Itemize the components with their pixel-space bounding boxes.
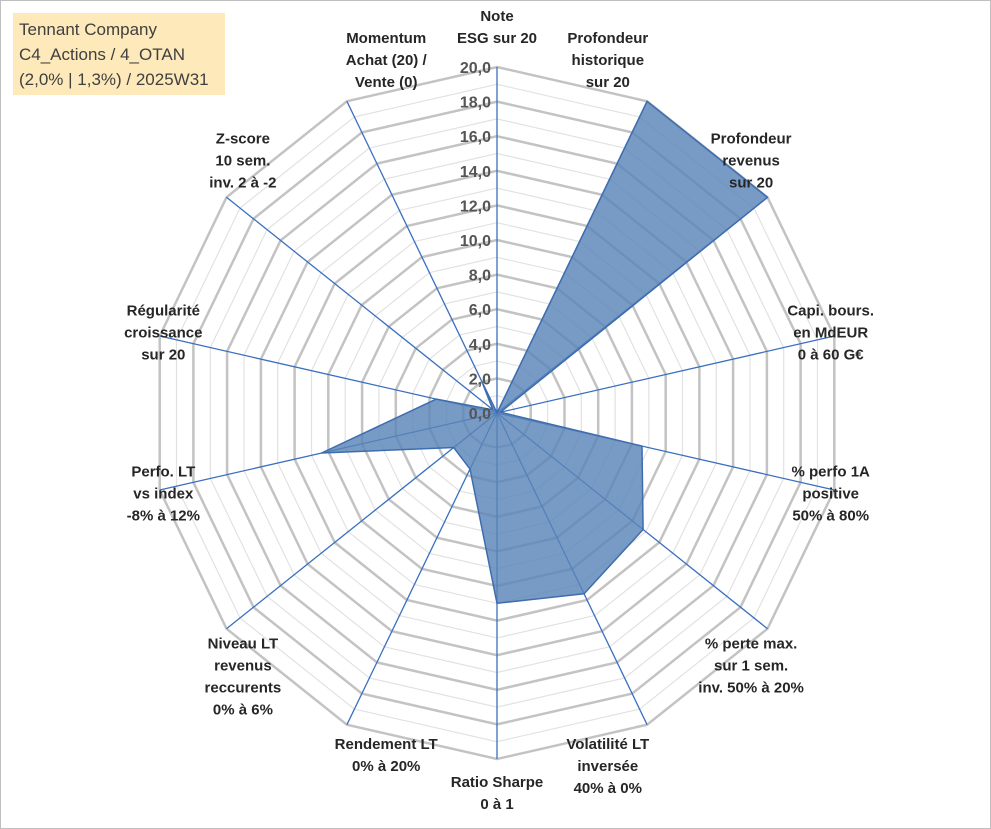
axis-label: Perfo. LT vs index -8% à 12% bbox=[127, 464, 200, 525]
tick-label: 18,0 bbox=[460, 95, 491, 112]
axis-label-line: Ratio Sharpe bbox=[451, 774, 544, 791]
axis-label: Ratio Sharpe 0 à 1 bbox=[451, 774, 544, 813]
axis-label-line: inversée bbox=[577, 758, 638, 775]
axis-label-line: 0 à 60 G€ bbox=[798, 346, 865, 363]
axis-label-line: ESG sur 20 bbox=[457, 30, 537, 47]
axis-label-line: Vente (0) bbox=[355, 74, 418, 91]
axis-label-line: vs index bbox=[133, 486, 194, 503]
axis-label-line: inv. 2 à -2 bbox=[209, 174, 276, 191]
axis-label-line: -8% à 12% bbox=[127, 508, 200, 525]
chart-title-box: Tennant Company C4_Actions / 4_OTAN (2,0… bbox=[13, 13, 225, 95]
axis-label: Régularité croissance sur 20 bbox=[124, 302, 202, 363]
tick-label: 12,0 bbox=[460, 198, 491, 215]
axis-spoke bbox=[226, 412, 498, 630]
axis-label: Rendement LT 0% à 20% bbox=[335, 736, 438, 775]
axis-label: Volatilité LT inversée 40% à 0% bbox=[566, 736, 649, 797]
axis-label-line: inv. 50% à 20% bbox=[698, 680, 804, 697]
tick-label: 16,0 bbox=[460, 129, 491, 146]
axis-label-line: 0% à 6% bbox=[213, 702, 273, 719]
axis-label-line: Volatilité LT bbox=[566, 736, 649, 753]
axis-label-line: reccurents bbox=[205, 680, 282, 697]
axis-label-line: sur 1 sem. bbox=[714, 658, 788, 675]
axis-label-line: Achat (20) / bbox=[346, 52, 428, 69]
radar-series bbox=[320, 100, 769, 605]
axis-label: Niveau LT revenus reccurents 0% à 6% bbox=[205, 636, 282, 719]
axis-label-line: % perfo 1A bbox=[792, 464, 871, 481]
axis-label-line: sur 20 bbox=[141, 346, 185, 363]
tick-label: 0,0 bbox=[469, 406, 491, 423]
title-line-3: (2,0% | 1,3%) / 2025W31 bbox=[19, 70, 209, 89]
axis-label: % perte max. sur 1 sem. inv. 50% à 20% bbox=[698, 636, 804, 697]
axis-label: Profondeur revenus sur 20 bbox=[711, 130, 792, 191]
axis-label-line: croissance bbox=[124, 324, 202, 341]
tick-label: 6,0 bbox=[469, 302, 491, 319]
axis-label-line: positive bbox=[802, 486, 859, 503]
axis-spoke bbox=[496, 335, 835, 414]
radial-tick-labels: 0,0 2,0 4,0 6,0 8,0 10,0 12,0 14,0 16,0 18,0 20,0 bbox=[460, 60, 491, 423]
tick-label: 10,0 bbox=[460, 233, 491, 250]
axis-label-line: Momentum bbox=[346, 30, 426, 47]
tick-label: 8,0 bbox=[469, 268, 491, 285]
axis-label-line: Profondeur bbox=[567, 30, 648, 47]
tick-label: 2,0 bbox=[469, 371, 491, 388]
axis-label-line: sur 20 bbox=[586, 74, 630, 91]
axis-label: Profondeur historique sur 20 bbox=[567, 30, 648, 91]
title-line-1: Tennant Company bbox=[19, 20, 157, 39]
axis-label-line: 0 à 1 bbox=[480, 796, 513, 813]
axis-label-line: Régularité bbox=[127, 302, 200, 319]
tick-label: 14,0 bbox=[460, 164, 491, 181]
axis-label-line: 0% à 20% bbox=[352, 758, 420, 775]
axis-label: % perfo 1A positive 50% à 80% bbox=[792, 464, 871, 525]
axis-label: Note ESG sur 20 bbox=[457, 8, 537, 47]
axis-spoke bbox=[346, 101, 498, 414]
series-area bbox=[320, 100, 769, 605]
axis-label-line: Capi. bours. bbox=[787, 302, 874, 319]
axis-label: Capi. bours. en MdEUR 0 à 60 G€ bbox=[787, 302, 874, 363]
axis-label-line: revenus bbox=[214, 658, 272, 675]
axis-label-line: 10 sem. bbox=[215, 152, 270, 169]
axis-label-line: % perte max. bbox=[705, 636, 798, 653]
axis-label-line: Niveau LT bbox=[208, 636, 279, 653]
axis-label-line: revenus bbox=[722, 152, 780, 169]
axis-label-line: Note bbox=[480, 8, 513, 25]
tick-label: 20,0 bbox=[460, 60, 491, 77]
axis-label-line: 40% à 0% bbox=[574, 780, 642, 797]
axis-label: Momentum Achat (20) / Vente (0) bbox=[346, 30, 428, 91]
axis-label-line: Rendement LT bbox=[335, 736, 438, 753]
axis-label-line: historique bbox=[572, 52, 645, 69]
axis-label-line: Perfo. LT bbox=[131, 464, 195, 481]
axis-label-line: 50% à 80% bbox=[792, 508, 869, 525]
axis-label-line: sur 20 bbox=[729, 174, 773, 191]
axis-label: Z-score 10 sem. inv. 2 à -2 bbox=[209, 130, 276, 191]
axis-label-line: Profondeur bbox=[711, 130, 792, 147]
axis-spoke bbox=[226, 196, 498, 414]
axis-label-line: en MdEUR bbox=[793, 324, 868, 341]
axis-label-line: Z-score bbox=[216, 130, 270, 147]
title-line-2: C4_Actions / 4_OTAN bbox=[19, 45, 185, 64]
tick-label: 4,0 bbox=[469, 337, 491, 354]
axis-labels: Note ESG sur 20 Profondeur historique sur 20… bbox=[124, 8, 874, 813]
